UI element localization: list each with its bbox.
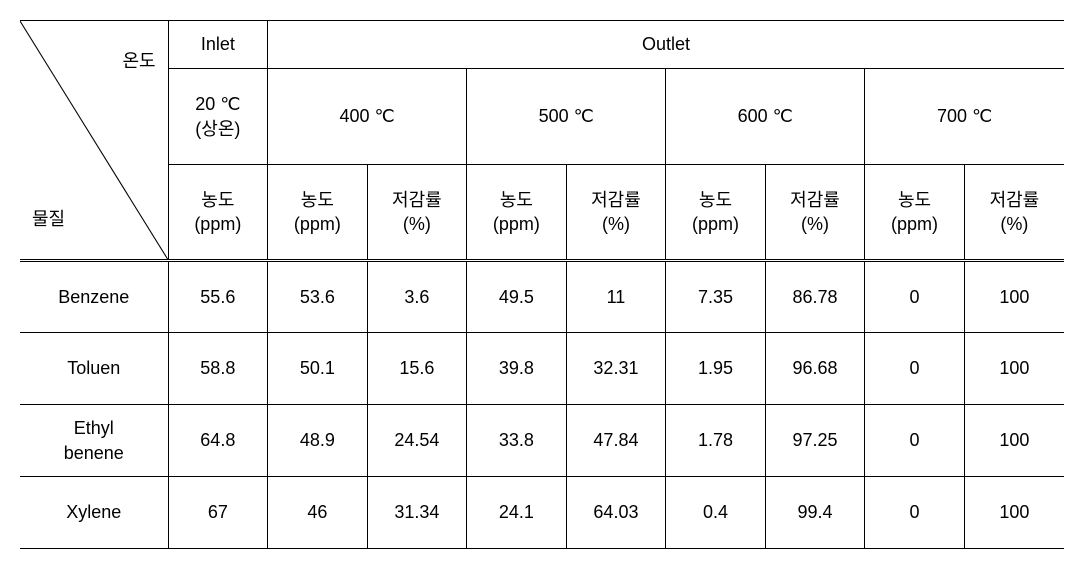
cell-700-conc: 0 <box>865 261 965 333</box>
diagonal-header-cell: 온도 물질 <box>20 21 168 261</box>
temp-500-header: 500 ℃ <box>467 69 666 165</box>
cell-500-rate: 64.03 <box>566 477 666 549</box>
inlet-conc-header: 농도 (ppm) <box>168 165 268 261</box>
header-row-2: 20 ℃ (상온) 400 ℃ 500 ℃ 600 ℃ 700 ℃ <box>20 69 1064 165</box>
cell-600-conc: 0.4 <box>666 477 766 549</box>
cell-400-rate: 31.34 <box>367 477 467 549</box>
cell-400-rate: 15.6 <box>367 333 467 405</box>
cell-600-rate: 96.68 <box>765 333 865 405</box>
inlet-header: Inlet <box>168 21 268 69</box>
conc-header-600: 농도 (ppm) <box>666 165 766 261</box>
header-row-1: 온도 물질 Inlet Outlet <box>20 21 1064 69</box>
cell-500-conc: 49.5 <box>467 261 567 333</box>
cell-700-conc: 0 <box>865 477 965 549</box>
diag-bottom-label: 물질 <box>32 207 65 231</box>
cell-600-rate: 97.25 <box>765 405 865 477</box>
rate-header-500: 저감률 (%) <box>566 165 666 261</box>
cell-400-conc: 48.9 <box>268 405 368 477</box>
conc-header-400: 농도 (ppm) <box>268 165 368 261</box>
cell-inlet: 55.6 <box>168 261 268 333</box>
inlet-temp-line2: (상온) <box>195 119 240 139</box>
cell-400-conc: 50.1 <box>268 333 368 405</box>
temp-400-header: 400 ℃ <box>268 69 467 165</box>
cell-700-rate: 100 <box>964 477 1064 549</box>
cell-400-conc: 53.6 <box>268 261 368 333</box>
cell-400-conc: 46 <box>268 477 368 549</box>
cell-400-rate: 24.54 <box>367 405 467 477</box>
cell-600-rate: 99.4 <box>765 477 865 549</box>
table-row: Benzene 55.6 53.6 3.6 49.5 11 7.35 86.78… <box>20 261 1064 333</box>
temp-700-header: 700 ℃ <box>865 69 1064 165</box>
cell-600-rate: 86.78 <box>765 261 865 333</box>
conc-label-line1: 농도 <box>201 190 234 210</box>
cell-700-conc: 0 <box>865 405 965 477</box>
cell-400-rate: 3.6 <box>367 261 467 333</box>
conc-header-500: 농도 (ppm) <box>467 165 567 261</box>
rate-header-400: 저감률 (%) <box>367 165 467 261</box>
conc-header-700: 농도 (ppm) <box>865 165 965 261</box>
conc-label-line2: (ppm) <box>194 214 241 234</box>
cell-700-rate: 100 <box>964 261 1064 333</box>
diag-top-label: 온도 <box>122 49 155 73</box>
cell-500-rate: 32.31 <box>566 333 666 405</box>
inlet-temp-cell: 20 ℃ (상온) <box>168 69 268 165</box>
rate-header-600: 저감률 (%) <box>765 165 865 261</box>
cell-500-conc: 33.8 <box>467 405 567 477</box>
table: 온도 물질 Inlet Outlet 20 ℃ (상온) 400 ℃ 500 ℃… <box>20 20 1064 549</box>
data-table: 온도 물질 Inlet Outlet 20 ℃ (상온) 400 ℃ 500 ℃… <box>20 20 1064 549</box>
cell-inlet: 64.8 <box>168 405 268 477</box>
inlet-temp-line1: 20 ℃ <box>195 94 240 114</box>
cell-500-conc: 24.1 <box>467 477 567 549</box>
cell-inlet: 58.8 <box>168 333 268 405</box>
outlet-header: Outlet <box>268 21 1064 69</box>
table-row: Xylene 67 46 31.34 24.1 64.03 0.4 99.4 0… <box>20 477 1064 549</box>
temp-600-header: 600 ℃ <box>666 69 865 165</box>
table-row: Toluen 58.8 50.1 15.6 39.8 32.31 1.95 96… <box>20 333 1064 405</box>
row-name: Benzene <box>20 261 168 333</box>
cell-600-conc: 1.78 <box>666 405 766 477</box>
cell-600-conc: 7.35 <box>666 261 766 333</box>
cell-700-conc: 0 <box>865 333 965 405</box>
cell-500-rate: 47.84 <box>566 405 666 477</box>
cell-500-rate: 11 <box>566 261 666 333</box>
header-row-3: 농도 (ppm) 농도 (ppm) 저감률 (%) 농도 (ppm) 저감률 (… <box>20 165 1064 261</box>
row-name: Toluen <box>20 333 168 405</box>
row-name: Xylene <box>20 477 168 549</box>
cell-600-conc: 1.95 <box>666 333 766 405</box>
cell-700-rate: 100 <box>964 333 1064 405</box>
cell-inlet: 67 <box>168 477 268 549</box>
table-row: Ethyl benene 64.8 48.9 24.54 33.8 47.84 … <box>20 405 1064 477</box>
row-name: Ethyl benene <box>20 405 168 477</box>
cell-500-conc: 39.8 <box>467 333 567 405</box>
cell-700-rate: 100 <box>964 405 1064 477</box>
rate-header-700: 저감률 (%) <box>964 165 1064 261</box>
